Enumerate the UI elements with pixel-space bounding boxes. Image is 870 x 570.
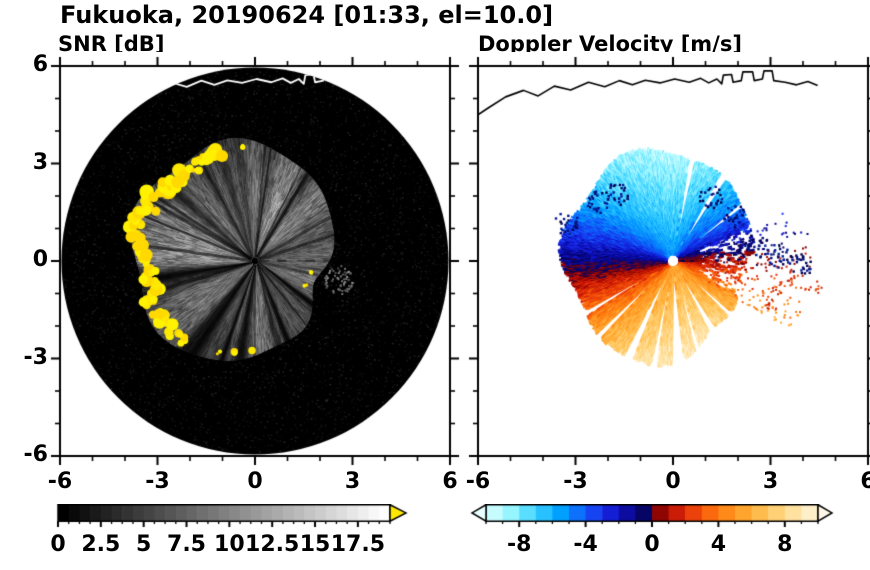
colorbar-tick-label: 17.5 — [330, 532, 385, 557]
colorbar-tick-label: 4 — [710, 532, 727, 557]
snr-colorbar — [50, 504, 410, 530]
colorbar-tick-label: 10 — [214, 532, 245, 557]
doppler-colorbar — [470, 504, 842, 530]
colorbar-tick-label: -4 — [573, 532, 598, 557]
x-tick-label: 6 — [442, 469, 458, 494]
colorbar-tick-label: 15 — [299, 532, 331, 557]
x-tick-label: 0 — [665, 469, 681, 494]
colorbar-tick-label: 8 — [777, 532, 793, 557]
colorbar-tick-label: 5 — [136, 532, 152, 557]
y-tick-label: -3 — [23, 344, 48, 370]
x-tick-label: 3 — [762, 469, 779, 494]
x-tick-label: 6 — [860, 469, 870, 494]
snr-ppi-plot — [46, 52, 464, 470]
y-tick-label: -6 — [23, 442, 48, 467]
x-tick-label: -6 — [47, 469, 73, 494]
x-tick-label: -3 — [145, 469, 170, 494]
doppler-ppi-plot — [464, 52, 870, 470]
y-tick-label: 0 — [32, 247, 48, 272]
figure-title: Fukuoka, 20190624 [01:33, el=10.0] — [60, 1, 554, 29]
x-tick-label: 0 — [247, 469, 263, 494]
colorbar-tick-label: 2.5 — [81, 532, 121, 557]
x-tick-label: -6 — [465, 469, 491, 494]
colorbar-tick-label: -8 — [506, 532, 532, 557]
x-tick-label: 3 — [344, 469, 361, 494]
colorbar-tick-label: 0 — [50, 532, 66, 557]
colorbar-tick-label: 12.5 — [245, 532, 300, 557]
y-tick-label: 3 — [32, 149, 48, 175]
y-tick-label: 6 — [32, 52, 48, 77]
x-tick-label: -3 — [563, 469, 588, 494]
colorbar-tick-label: 0 — [644, 532, 660, 557]
colorbar-tick-label: 7.5 — [167, 532, 206, 557]
